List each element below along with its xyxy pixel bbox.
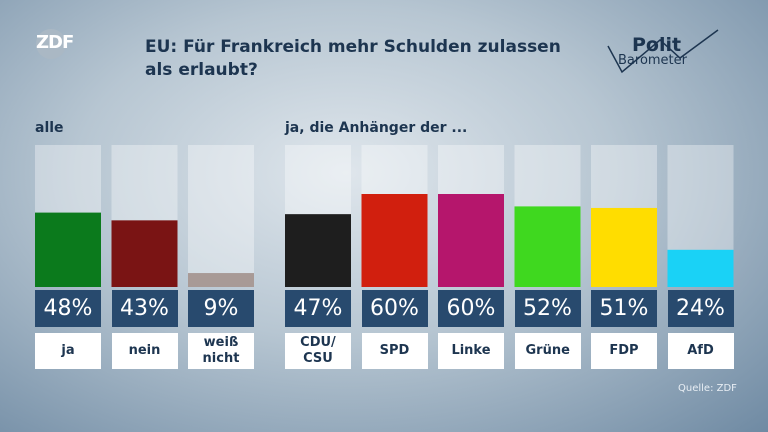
source: Quelle: ZDF <box>678 383 737 394</box>
category-label: CDU/ CSU <box>285 333 351 369</box>
value-label: 51% <box>591 290 657 327</box>
value-label: 48% <box>35 290 101 327</box>
category-label: FDP <box>591 333 657 369</box>
value-label: 52% <box>514 290 581 327</box>
category-text: AfD <box>687 343 714 358</box>
category-label: AfD <box>667 333 734 369</box>
category-text: ja <box>61 343 75 358</box>
value-label: 47% <box>285 290 351 327</box>
group-label: ja, die Anhänger der ... <box>285 120 468 136</box>
brand: Barometer <box>618 53 687 68</box>
bar <box>361 194 428 287</box>
category-label: SPD <box>361 333 428 369</box>
group-label: alle <box>35 120 64 136</box>
brand: Polit <box>632 34 682 56</box>
category-text: CDU/ CSU <box>300 335 336 366</box>
category-text: FDP <box>609 343 639 358</box>
logo: ZDF <box>36 32 74 53</box>
bar <box>667 249 734 287</box>
bar <box>35 212 101 287</box>
brand-line <box>607 29 719 74</box>
bar <box>285 214 351 287</box>
category-label: Grüne <box>514 333 581 369</box>
category-label: Linke <box>438 333 504 369</box>
bar <box>514 206 581 287</box>
bar <box>438 194 504 287</box>
category-label: weiß nicht <box>188 333 254 369</box>
category-label: ja <box>35 333 101 369</box>
logo-disc <box>36 29 66 59</box>
category-text: weiß nicht <box>202 335 240 366</box>
value-label: 60% <box>438 290 504 327</box>
value-label: 24% <box>667 290 734 327</box>
value-label: 43% <box>111 290 178 327</box>
value-label: 9% <box>188 290 254 327</box>
category-text: Grüne <box>525 343 570 358</box>
value-label: 60% <box>361 290 428 327</box>
category-label: nein <box>111 333 178 369</box>
category-text: Linke <box>451 343 491 358</box>
bar <box>111 220 178 287</box>
category-text: SPD <box>379 343 410 358</box>
bar <box>591 207 657 287</box>
chart-title: EU: Für Frankreich mehr Schulden zulasse… <box>145 37 561 80</box>
category-text: nein <box>128 343 161 358</box>
bar-track <box>188 145 254 287</box>
bar <box>188 273 254 287</box>
